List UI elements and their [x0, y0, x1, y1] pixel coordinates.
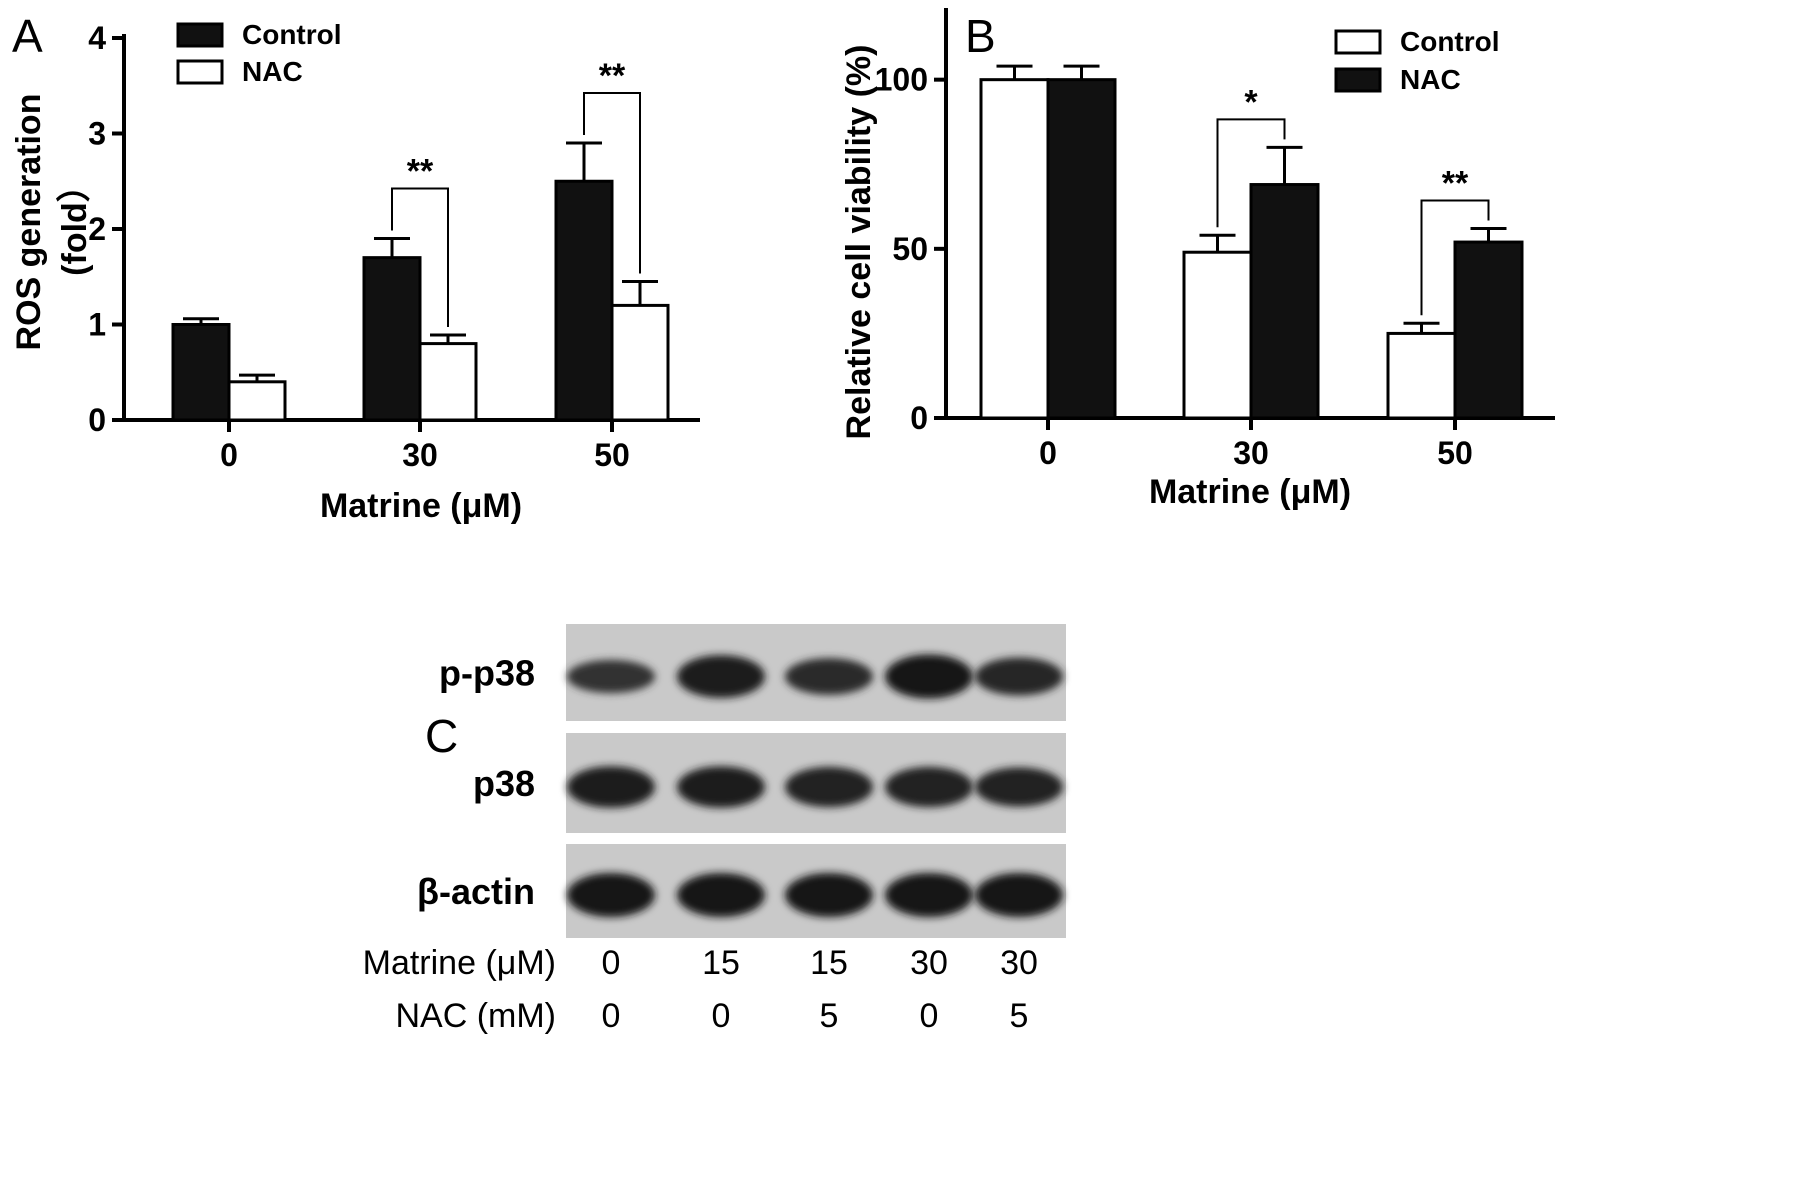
blot-band [677, 766, 765, 808]
x-tick-label: 30 [1233, 435, 1269, 471]
legend-label-control: Control [1400, 26, 1500, 57]
y-axis-title: ROS generation [10, 94, 48, 351]
blot-band [785, 766, 873, 808]
bar-nac [610, 303, 670, 422]
x-axis-title: Matrine (μM) [320, 487, 522, 525]
x-tick-label: 30 [402, 437, 438, 473]
y-tick-label: 50 [892, 231, 928, 267]
blot-band [885, 654, 973, 699]
legend-label-nac: NAC [242, 56, 303, 87]
x-tick-label: 0 [1039, 435, 1057, 471]
x-tick-label: 50 [1437, 435, 1473, 471]
bar-control [1386, 331, 1457, 420]
significance-label: * [1244, 83, 1258, 121]
significance-label: ** [599, 57, 626, 95]
bar-control [171, 323, 231, 422]
bar-control [554, 179, 614, 422]
significance-label: ** [1442, 165, 1469, 203]
legend-swatch-control [1334, 29, 1382, 55]
blot-band [677, 873, 765, 917]
condition-value: 0 [602, 997, 621, 1035]
bar-nac [227, 380, 287, 422]
bar-control [979, 78, 1050, 420]
y-tick-label: 1 [88, 307, 106, 343]
bar-nac [1046, 78, 1117, 420]
blot-row-label: p-p38 [439, 653, 535, 694]
condition-value: 5 [1010, 997, 1029, 1035]
bar-nac [1453, 240, 1524, 420]
legend-swatch-control [176, 22, 224, 48]
bar-control [362, 256, 422, 422]
panel-letter-b: B [965, 10, 996, 62]
condition-value: 0 [920, 997, 939, 1035]
legend-swatch-nac [1334, 67, 1382, 93]
condition-value: 0 [712, 997, 731, 1035]
bar-nac [1249, 183, 1320, 420]
condition-label: Matrine (μM) [363, 944, 556, 982]
blot-band [785, 658, 873, 695]
legend-label-nac: NAC [1400, 64, 1461, 95]
bar-control [1182, 250, 1253, 420]
x-tick-label: 50 [594, 437, 630, 473]
condition-value: 15 [702, 944, 740, 982]
condition-label: NAC (mM) [395, 997, 556, 1035]
condition-value: 5 [820, 997, 839, 1035]
western-blot: p-p38 p38 β-actin Matrine (μM) 0 15 15 30 30 NAC … [363, 624, 1066, 1035]
blot-band [975, 873, 1063, 917]
y-tick-label: 0 [88, 402, 106, 438]
blot-band [885, 873, 973, 917]
significance-label: ** [407, 153, 434, 191]
blot-row-label: β-actin [417, 871, 535, 912]
blot-band [785, 873, 873, 917]
x-axis-title: Matrine (μM) [1149, 473, 1351, 511]
y-axis-title: (fold） [55, 168, 94, 276]
bar-nac [418, 342, 478, 422]
blot-band [885, 766, 973, 808]
blot-band [975, 657, 1063, 696]
blot-band [567, 766, 655, 808]
panel-letter-c: C [425, 710, 458, 762]
y-tick-label: 100 [875, 62, 928, 98]
legend-label-control: Control [242, 19, 342, 50]
y-tick-label: 3 [88, 116, 106, 152]
y-axis-title: Relative cell viability (%) [840, 45, 878, 440]
significance-bracket [583, 92, 641, 274]
blot-band [567, 873, 655, 917]
condition-value: 0 [602, 944, 621, 982]
significance-bracket [391, 187, 449, 328]
condition-value: 15 [810, 944, 848, 982]
significance-bracket [1420, 199, 1490, 316]
blot-row-label: p38 [473, 763, 535, 804]
y-tick-label: 0 [910, 400, 928, 436]
legend-swatch-nac [176, 59, 224, 85]
x-tick-label: 0 [220, 437, 238, 473]
blot-band [567, 659, 655, 694]
blot-band [975, 767, 1063, 807]
y-tick-label: 2 [88, 211, 106, 247]
significance-bracket [1216, 118, 1286, 228]
blot-band [677, 655, 765, 698]
condition-value: 30 [910, 944, 948, 982]
panel-letter-a: A [12, 10, 43, 62]
chart-a: 0 1 2 3 4 0 30 50 ** ** Matrine (μM) ROS generation… [10, 19, 700, 525]
condition-value: 30 [1000, 944, 1038, 982]
y-tick-label: 4 [88, 20, 106, 56]
